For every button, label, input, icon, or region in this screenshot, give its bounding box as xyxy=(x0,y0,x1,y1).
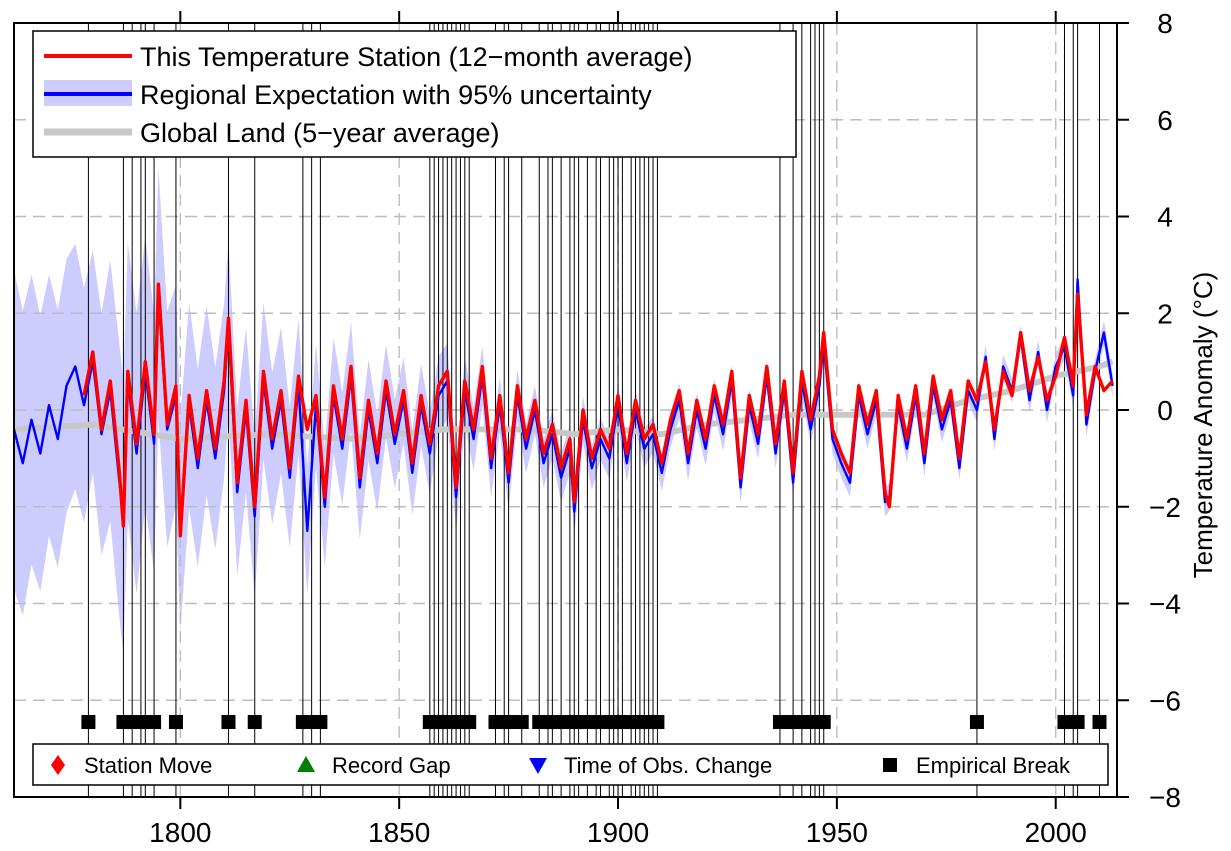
empirical-break-marker xyxy=(1070,715,1085,730)
breakpoint-markers-layer xyxy=(81,715,1107,730)
y-tick-label: 2 xyxy=(1157,298,1173,329)
y-tick-label: −4 xyxy=(1149,589,1181,620)
station-move-symbol xyxy=(51,755,65,775)
series-legend-label: Global Land (5−year average) xyxy=(140,118,499,148)
global-land-line xyxy=(13,358,1114,442)
marker-legend-label: Time of Obs. Change xyxy=(564,753,772,778)
y-tick-label: 0 xyxy=(1157,395,1173,426)
empirical-break-marker xyxy=(816,715,831,730)
empirical-break-symbol xyxy=(883,758,897,772)
series-legend-label: This Temperature Station (12−month avera… xyxy=(140,42,693,72)
uncertainty-band-layer xyxy=(14,168,1113,654)
empirical-break-marker xyxy=(247,715,262,730)
y-tick-label: 4 xyxy=(1157,202,1173,233)
y-tick-label: −8 xyxy=(1149,782,1181,813)
station-line xyxy=(82,282,1114,538)
y-tick-label: −2 xyxy=(1149,492,1181,523)
x-tick-label: 1950 xyxy=(806,817,868,848)
empirical-break-marker xyxy=(501,715,516,730)
empirical-break-marker xyxy=(462,715,477,730)
marker-legend-label: Record Gap xyxy=(332,753,451,778)
series-layer xyxy=(12,278,1114,538)
marker-legend-label: Station Move xyxy=(84,753,212,778)
series-legend-label: Regional Expectation with 95% uncertaint… xyxy=(140,80,652,110)
series-legend: This Temperature Station (12−month avera… xyxy=(32,30,797,158)
marker-legend-label: Empirical Break xyxy=(916,753,1071,778)
x-tick-label: 1850 xyxy=(368,817,430,848)
marker-legend: Station Move Record Gap Time of Obs. Chang… xyxy=(32,743,1109,786)
y-tick-label: 6 xyxy=(1157,105,1173,136)
time-of-obs-symbol xyxy=(529,758,547,774)
series-legend-box xyxy=(32,30,797,158)
empirical-break-marker xyxy=(772,715,787,730)
empirical-break-marker xyxy=(168,715,183,730)
empirical-break-marker xyxy=(1092,715,1107,730)
empirical-break-marker xyxy=(650,715,665,730)
x-tick-label: 1800 xyxy=(149,817,211,848)
empirical-break-marker xyxy=(313,715,328,730)
record-gap-symbol xyxy=(297,756,315,772)
empirical-break-marker xyxy=(147,715,162,730)
x-tick-label: 1900 xyxy=(587,817,649,848)
axes-layer: 1800 1850 1900 1950 2000 −8 −6 −4 −2 0 2 4 6 8 xyxy=(13,8,1181,848)
y-axis-label: Temperature Anomaly (°C) xyxy=(1188,272,1218,579)
y-tick-label: −6 xyxy=(1149,685,1181,716)
empirical-break-marker xyxy=(514,715,529,730)
marker-legend-box xyxy=(32,743,1109,786)
y-tick-label: 8 xyxy=(1157,8,1173,39)
empirical-break-marker xyxy=(221,715,236,730)
empirical-break-marker xyxy=(81,715,96,730)
uncertainty-band xyxy=(14,168,1113,654)
empirical-break-marker xyxy=(969,715,984,730)
x-tick-label: 2000 xyxy=(1025,817,1087,848)
